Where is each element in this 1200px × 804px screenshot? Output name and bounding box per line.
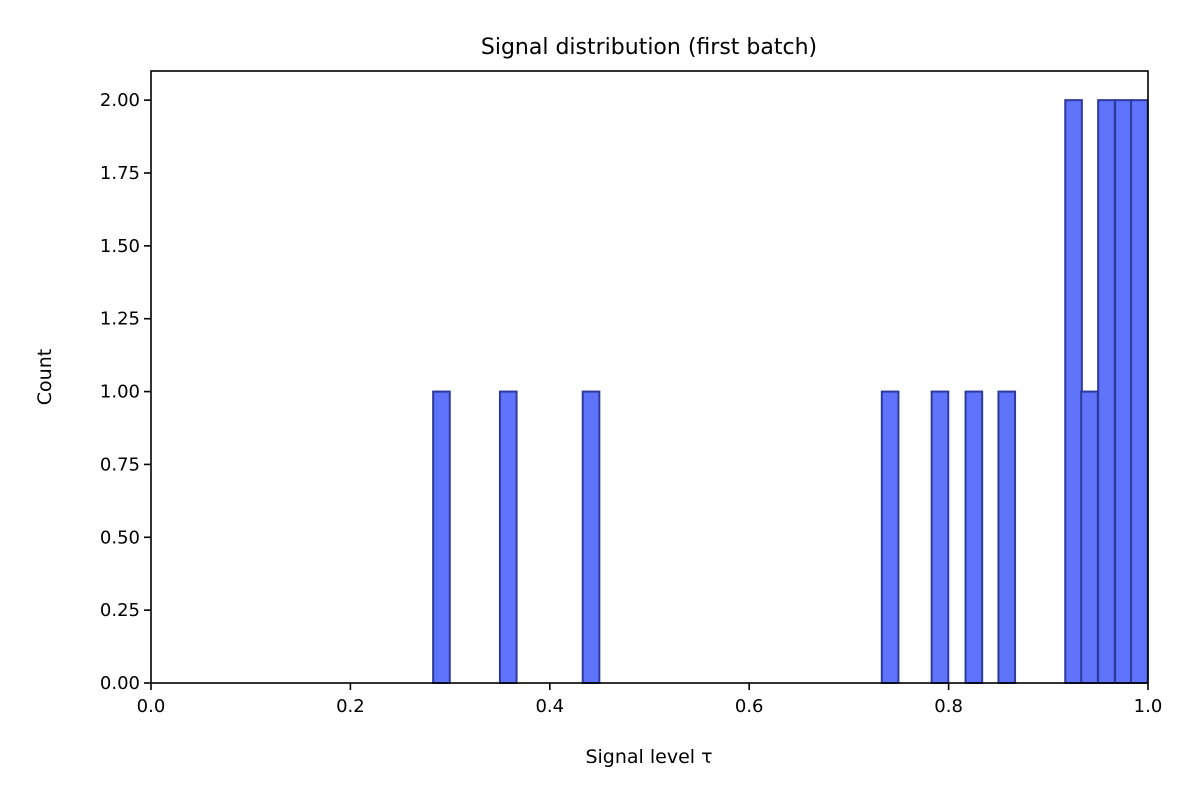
- x-axis-label: Signal level τ: [585, 746, 712, 768]
- y-tick-label-4: 1.00: [100, 382, 140, 403]
- histogram-bar-0: [432, 390, 451, 684]
- y-tick-label-6: 1.50: [100, 236, 140, 257]
- y-tick-label-7: 1.75: [100, 163, 140, 184]
- plot-frame: [150, 70, 1149, 684]
- histogram-bar-7: [1064, 99, 1083, 684]
- x-tick-label-3: 0.6: [735, 696, 764, 717]
- histogram-bar-2: [581, 390, 601, 684]
- y-tick-label-0: 0.00: [100, 673, 140, 694]
- y-tick-label-1: 0.25: [100, 600, 140, 621]
- y-tick-label-2: 0.50: [100, 527, 140, 548]
- histogram-bar-9: [1097, 99, 1116, 684]
- histogram-bar-6: [997, 390, 1017, 684]
- x-tick-label-1: 0.2: [336, 696, 365, 717]
- y-tick-label-5: 1.25: [100, 309, 140, 330]
- histogram-bar-4: [930, 390, 950, 684]
- x-tick-label-4: 0.8: [934, 696, 963, 717]
- chart-title: Signal distribution (first batch): [481, 35, 817, 60]
- y-tick-label-3: 0.75: [100, 454, 140, 475]
- histogram-bar-11: [1130, 99, 1149, 684]
- histogram-bar-10: [1114, 99, 1133, 684]
- bars-group: [432, 99, 1149, 684]
- x-tick-label-5: 1.0: [1134, 696, 1163, 717]
- histogram-bar-3: [880, 390, 900, 684]
- y-tick-label-8: 2.00: [100, 90, 140, 111]
- y-axis-label: Count: [34, 349, 56, 405]
- histogram-bar-8: [1080, 390, 1099, 684]
- histogram-bar-5: [964, 390, 984, 684]
- histogram-bar-1: [498, 390, 518, 684]
- x-axis-ticks: 0.0 0.2 0.4 0.6 0.8 1.0: [137, 683, 1163, 717]
- x-tick-label-0: 0.0: [137, 696, 166, 717]
- y-axis-ticks: 0.00 0.25 0.50 0.75 1.00 1.25 1.50 1.75 2.00: [100, 90, 151, 694]
- x-tick-label-2: 0.4: [535, 696, 564, 717]
